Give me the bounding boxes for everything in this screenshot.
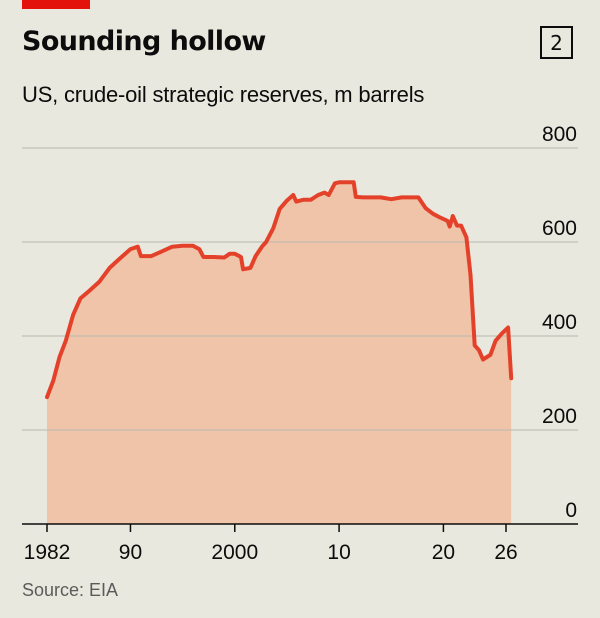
- x-tick-label: 1982: [24, 541, 71, 564]
- reserves-line: [45, 180, 514, 400]
- x-tick-label: 20: [432, 541, 455, 564]
- chart-number-badge: 2: [540, 26, 573, 59]
- y-tick-label: 800: [542, 123, 577, 146]
- x-tick-label: 2000: [211, 541, 258, 564]
- reserves-area: [47, 182, 512, 525]
- chart-title: Sounding hollow: [22, 26, 266, 57]
- y-tick-label: 200: [542, 405, 577, 428]
- y-tick-label: 600: [542, 217, 577, 240]
- x-tick-label: 26: [494, 541, 517, 564]
- source-note: Source: EIA: [22, 580, 119, 600]
- x-tick-label: 90: [119, 541, 142, 564]
- brand-red-bar: [22, 0, 90, 9]
- chart-subtitle: US, crude-oil strategic reserves, m barr…: [22, 82, 425, 107]
- x-tick-label: 10: [327, 541, 350, 564]
- y-tick-label: 0: [565, 499, 577, 522]
- y-tick-label: 400: [542, 311, 577, 334]
